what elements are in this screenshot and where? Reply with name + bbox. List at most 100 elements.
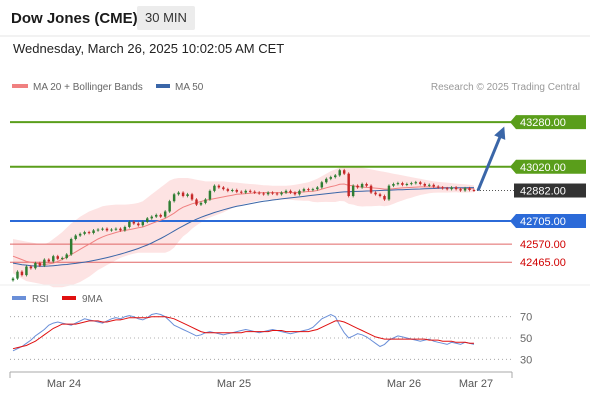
candle: [284, 189, 288, 194]
candle: [222, 186, 225, 191]
candle: [78, 232, 82, 237]
candle: [101, 227, 104, 231]
candle: [338, 168, 341, 177]
current-price-label: 42882.00: [520, 186, 566, 198]
candle-body: [378, 194, 382, 197]
moving-averages: [12, 183, 475, 267]
price-levels: [10, 121, 514, 263]
rsi-ma-legend-swatch: [62, 296, 76, 300]
instrument-title: Dow Jones (CME): [11, 10, 138, 27]
candle: [347, 172, 350, 198]
candle: [468, 186, 471, 192]
research-credit: Research © 2025 Trading Central: [431, 82, 580, 93]
level-label-resistance: 43020.00: [520, 162, 566, 174]
candle: [29, 265, 33, 270]
candle: [168, 199, 171, 213]
candle-body: [280, 192, 283, 195]
candle-body: [240, 191, 243, 193]
candle-body: [168, 201, 171, 212]
candle-body: [159, 214, 162, 217]
candle: [137, 222, 140, 227]
candle: [181, 191, 185, 198]
candle-body: [172, 194, 176, 202]
candle-body: [204, 199, 207, 203]
rsi-legend-label: RSI: [32, 294, 49, 305]
candle-body: [141, 221, 145, 226]
candle: [177, 191, 180, 196]
projection-arrow: [476, 126, 506, 192]
candle-body: [222, 187, 225, 190]
candle-body: [468, 188, 471, 190]
candle: [235, 188, 239, 194]
candle: [316, 186, 319, 191]
candle-body: [105, 228, 109, 231]
current-price-tag: [514, 183, 586, 198]
candle-body: [329, 177, 333, 179]
bollinger-band: [13, 166, 474, 288]
candle-body: [217, 185, 221, 188]
candle: [320, 180, 324, 189]
candle: [240, 190, 243, 194]
candle: [459, 187, 462, 192]
candle-body: [459, 189, 462, 191]
candle: [329, 175, 333, 181]
candle-body: [401, 183, 404, 185]
candle: [392, 182, 395, 188]
candle: [378, 192, 382, 198]
candle-body: [87, 232, 91, 234]
ma20-legend-label: MA 20 + Bollinger Bands: [33, 82, 143, 93]
interval-selector[interactable]: 30 MIN: [137, 6, 195, 30]
candle: [56, 254, 59, 261]
candle-body: [186, 194, 189, 197]
ma20-line: [12, 183, 475, 266]
x-axis: Mar 24 Mar 25 Mar 26 Mar 27: [9, 371, 513, 390]
candle: [154, 213, 158, 219]
candle-body: [257, 192, 261, 194]
candle-body: [231, 190, 234, 191]
candle: [132, 220, 136, 225]
candle: [96, 228, 100, 232]
candle-body: [472, 190, 476, 191]
candle-body: [334, 175, 337, 178]
candle: [369, 184, 373, 194]
candle: [450, 186, 453, 191]
candle: [119, 227, 122, 232]
rsi-legend: RSI 9MA: [12, 294, 103, 305]
candle: [159, 213, 162, 219]
candle: [65, 253, 68, 260]
rsi-ma-line: [12, 316, 474, 350]
candle: [217, 184, 221, 189]
candle-body: [83, 232, 86, 234]
candle: [150, 215, 153, 220]
candle-body: [190, 194, 194, 200]
candle: [410, 181, 413, 186]
candle-body: [123, 226, 127, 231]
candle-body: [132, 221, 136, 224]
candle: [387, 184, 391, 201]
ma50-line: [12, 187, 474, 267]
candle-body: [56, 256, 59, 259]
candle-body: [137, 223, 140, 226]
rsi-tick-label: 30: [520, 354, 532, 366]
candle-body: [226, 189, 230, 191]
candle: [436, 185, 440, 189]
candle-body: [356, 185, 359, 188]
candle-body: [248, 190, 252, 192]
candle-body: [266, 192, 270, 195]
candle: [280, 191, 283, 196]
candle-body: [392, 183, 395, 186]
candle: [454, 186, 458, 191]
level-labels: 43280.00 43020.00 42882.00 42705.00 42570.00…: [510, 115, 586, 269]
rsi-legend-swatch: [12, 296, 26, 300]
candle: [92, 229, 95, 235]
candle: [302, 187, 306, 193]
main-legend: MA 20 + Bollinger Bands MA 50 Research ©…: [12, 82, 580, 93]
candle-body: [177, 192, 180, 195]
candle: [401, 181, 404, 187]
candle: [123, 225, 127, 232]
level-tag-resistance: [510, 159, 586, 174]
candle-body: [454, 187, 458, 190]
candle: [428, 183, 431, 188]
candle: [334, 174, 337, 179]
